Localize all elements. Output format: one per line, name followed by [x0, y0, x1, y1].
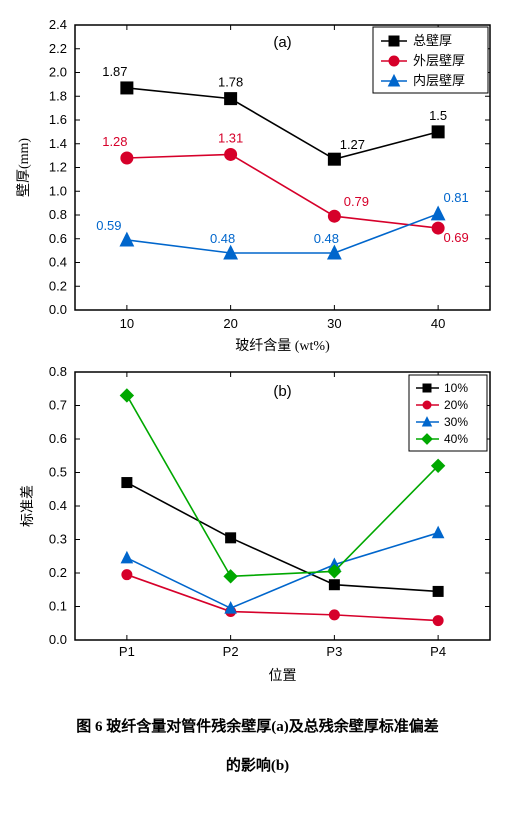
svg-text:1.31: 1.31: [218, 130, 243, 145]
figure-caption: 图 6 玻纤含量对管件残余壁厚(a)及总残余壁厚标准偏差 的影响(b): [10, 708, 505, 786]
svg-text:1.78: 1.78: [218, 75, 243, 90]
svg-text:内层壁厚: 内层壁厚: [413, 73, 465, 88]
svg-text:40%: 40%: [444, 432, 468, 446]
svg-text:1.28: 1.28: [102, 134, 127, 149]
svg-text:0.48: 0.48: [314, 231, 339, 246]
chart-b: 0.0 0.1 0.2 0.3 0.4 0.5 0.6 0.7 0.8 P1 P2 P3 P4 位置 标准差…: [10, 360, 505, 690]
svg-text:2.4: 2.4: [49, 17, 67, 32]
svg-text:10%: 10%: [444, 381, 468, 395]
svg-text:0.5: 0.5: [49, 465, 67, 480]
svg-text:0.1: 0.1: [49, 599, 67, 614]
svg-text:0.8: 0.8: [49, 207, 67, 222]
svg-text:P1: P1: [119, 644, 135, 659]
svg-text:1.8: 1.8: [49, 88, 67, 103]
chart-b-svg: 0.0 0.1 0.2 0.3 0.4 0.5 0.6 0.7 0.8 P1 P2 P3 P4 位置 标准差…: [10, 360, 505, 690]
svg-text:P2: P2: [223, 644, 239, 659]
svg-text:20%: 20%: [444, 398, 468, 412]
chart-a: 0.0 0.2 0.4 0.6 0.8 1.0 1.2 1.4 1.6 1.8 2.0 2.2 2.4 1…: [10, 10, 505, 360]
svg-text:1.87: 1.87: [102, 64, 127, 79]
svg-text:20: 20: [223, 316, 237, 331]
svg-text:1.27: 1.27: [340, 137, 365, 152]
svg-text:0.81: 0.81: [443, 190, 468, 205]
svg-text:0.4: 0.4: [49, 498, 67, 513]
svg-text:0.0: 0.0: [49, 302, 67, 317]
svg-text:壁厚(mm): 壁厚(mm): [16, 138, 32, 197]
svg-text:0.8: 0.8: [49, 364, 67, 379]
svg-text:1.5: 1.5: [429, 108, 447, 123]
svg-text:10: 10: [120, 316, 134, 331]
svg-text:1.2: 1.2: [49, 160, 67, 175]
svg-text:(b): (b): [273, 383, 291, 400]
svg-text:40: 40: [431, 316, 445, 331]
svg-text:总壁厚: 总壁厚: [413, 33, 452, 48]
svg-text:标准差: 标准差: [20, 485, 36, 527]
svg-text:0.2: 0.2: [49, 278, 67, 293]
svg-text:(a): (a): [273, 34, 291, 51]
svg-text:0.2: 0.2: [49, 565, 67, 580]
svg-text:P4: P4: [430, 644, 446, 659]
svg-text:1.0: 1.0: [49, 183, 67, 198]
svg-text:玻纤含量 (wt%): 玻纤含量 (wt%): [235, 338, 330, 354]
svg-text:0.6: 0.6: [49, 431, 67, 446]
svg-text:1.4: 1.4: [49, 136, 67, 151]
svg-text:0.0: 0.0: [49, 632, 67, 647]
caption-line-2: 的影响(b): [10, 747, 505, 786]
chart-a-svg: 0.0 0.2 0.4 0.6 0.8 1.0 1.2 1.4 1.6 1.8 2.0 2.2 2.4 1…: [10, 10, 505, 360]
svg-text:位置: 位置: [269, 668, 297, 684]
svg-text:0.4: 0.4: [49, 255, 67, 270]
svg-text:2.2: 2.2: [49, 41, 67, 56]
svg-text:0.7: 0.7: [49, 398, 67, 413]
svg-text:0.48: 0.48: [210, 231, 235, 246]
svg-text:0.3: 0.3: [49, 532, 67, 547]
caption-line-1: 图 6 玻纤含量对管件残余壁厚(a)及总残余壁厚标准偏差: [10, 708, 505, 747]
svg-text:1.6: 1.6: [49, 112, 67, 127]
svg-text:0.79: 0.79: [344, 194, 369, 209]
svg-text:30: 30: [327, 316, 341, 331]
svg-text:0.59: 0.59: [96, 218, 121, 233]
svg-text:外层壁厚: 外层壁厚: [413, 53, 465, 68]
svg-text:0.69: 0.69: [443, 230, 468, 245]
svg-text:0.6: 0.6: [49, 231, 67, 246]
svg-text:30%: 30%: [444, 415, 468, 429]
svg-text:2.0: 2.0: [49, 65, 67, 80]
svg-text:P3: P3: [326, 644, 342, 659]
